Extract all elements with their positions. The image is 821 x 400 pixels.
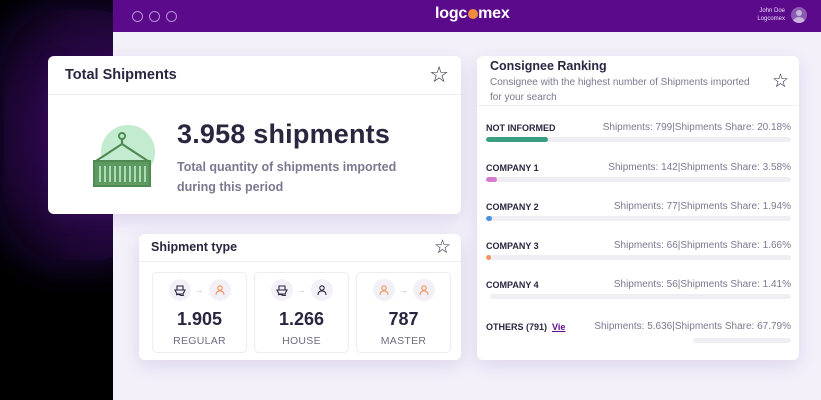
favorite-star-icon[interactable]: ☆ bbox=[771, 71, 789, 92]
avatar-icon[interactable] bbox=[791, 7, 807, 23]
tile-label: MASTER bbox=[380, 335, 427, 347]
card-title: Consignee Ranking bbox=[490, 59, 607, 73]
total-shipments-card: Total Shipments ☆ 3.958 shipments Total … bbox=[48, 56, 461, 214]
user-company: Logcomex bbox=[757, 16, 785, 22]
card-subtitle: Consignee with the highest number of Shi… bbox=[490, 77, 750, 103]
view-others-link[interactable]: Vie bbox=[552, 322, 566, 332]
share-bar bbox=[486, 177, 791, 182]
consignee-name: COMPANY 2 bbox=[486, 202, 539, 212]
logo-text-post: mex bbox=[478, 5, 510, 22]
consignee-stats: Shipments: 56|Shipments Share: 1.41% bbox=[613, 279, 791, 290]
tile-label: HOUSE bbox=[282, 335, 321, 347]
consignee-stats: Shipments: 799|Shipments Share: 20.18% bbox=[602, 122, 791, 133]
share-bar bbox=[490, 294, 791, 299]
logo[interactable]: logc mex bbox=[435, 5, 510, 23]
share-bar-fill bbox=[486, 137, 548, 142]
arrow-right-icon: → bbox=[399, 285, 408, 295]
top-bar: logc mex John Doe Logcomex bbox=[113, 0, 821, 32]
card-title: Total Shipments bbox=[48, 56, 461, 95]
consignee-name: COMPANY 1 bbox=[486, 163, 539, 173]
favorite-star-icon[interactable]: ☆ bbox=[429, 62, 449, 87]
arrow-right-icon: → bbox=[195, 285, 204, 295]
tile-value: 1.266 bbox=[278, 309, 325, 329]
consignee-ranking-card: Consignee Ranking Consignee with the hig… bbox=[477, 56, 799, 360]
shipment-type-tile-house[interactable]: → 1.266 HOUSE bbox=[254, 272, 349, 353]
divider bbox=[477, 105, 799, 106]
share-bar bbox=[486, 255, 791, 260]
consignee-stats: Shipments: 66|Shipments Share: 1.66% bbox=[613, 240, 791, 251]
card-title: Shipment type bbox=[139, 234, 461, 262]
ship-icon bbox=[270, 279, 293, 301]
consignee-name: OTHERS (791) bbox=[486, 322, 548, 332]
share-bar bbox=[486, 216, 791, 221]
ship-icon bbox=[168, 279, 191, 301]
total-shipments-value: 3.958 shipments bbox=[177, 119, 391, 149]
shipment-type-tile-master[interactable]: → 787 MASTER bbox=[356, 272, 451, 353]
person-icon bbox=[412, 279, 435, 301]
person-icon bbox=[372, 279, 395, 301]
window-dot-close[interactable] bbox=[132, 10, 143, 22]
share-bar-fill bbox=[486, 255, 492, 260]
person-icon bbox=[208, 279, 231, 301]
tile-value: 787 bbox=[388, 309, 419, 329]
person-icon bbox=[310, 279, 333, 301]
logo-text-pre: logc bbox=[435, 5, 468, 22]
consignee-stats: Shipments: 77|Shipments Share: 1.94% bbox=[613, 201, 791, 212]
favorite-star-icon[interactable]: ☆ bbox=[433, 237, 451, 258]
window-dot-minimize[interactable] bbox=[149, 10, 160, 22]
consignee-stats: Shipments: 5.636|Shipments Share: 67.79% bbox=[594, 321, 791, 332]
consignee-name: COMPANY 3 bbox=[486, 241, 539, 251]
user-menu[interactable]: John Doe Logcomex bbox=[757, 7, 807, 23]
share-bar-fill bbox=[486, 177, 497, 182]
arrow-right-icon: → bbox=[297, 285, 306, 295]
share-bar-fill bbox=[486, 216, 492, 221]
container-icon bbox=[88, 124, 160, 194]
window-dot-maximize[interactable] bbox=[166, 10, 177, 22]
user-name: John Doe bbox=[759, 8, 785, 14]
shipment-type-tile-regular[interactable]: → 1.905 REGULAR bbox=[152, 272, 247, 353]
total-shipments-description: Total quantity of shipments imported dur… bbox=[177, 160, 397, 194]
consignee-stats: Shipments: 142|Shipments Share: 3.58% bbox=[608, 162, 791, 173]
consignee-name: NOT INFORMED bbox=[486, 123, 556, 133]
logo-dot-icon bbox=[467, 9, 478, 19]
share-bar bbox=[486, 137, 791, 142]
tile-label: REGULAR bbox=[173, 335, 226, 347]
window-controls bbox=[132, 10, 177, 22]
tile-value: 1.905 bbox=[176, 309, 223, 329]
share-bar bbox=[693, 338, 791, 343]
shipment-type-card: Shipment type ☆ → 1.905 REGULAR → bbox=[139, 234, 461, 360]
consignee-name: COMPANY 4 bbox=[486, 280, 539, 290]
